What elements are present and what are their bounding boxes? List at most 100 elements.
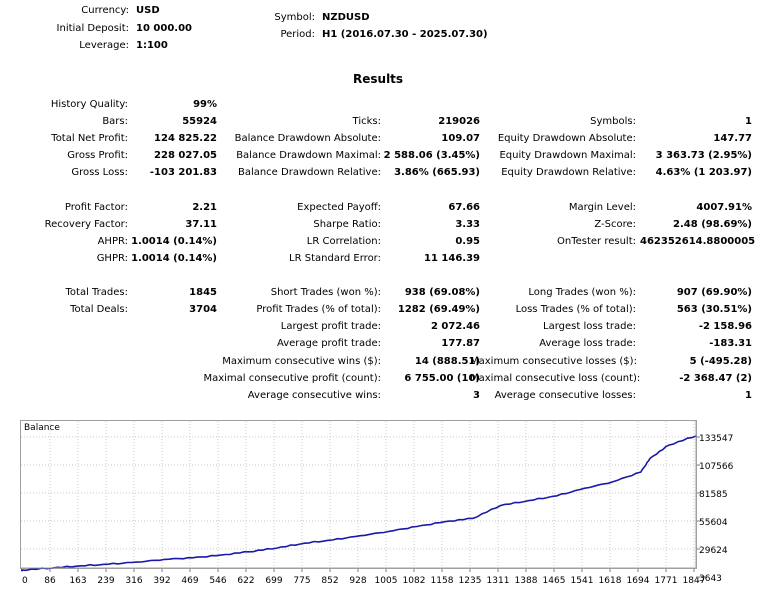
stat-value: 462352614.8800005	[640, 235, 756, 247]
stat-label: Symbols:	[590, 116, 636, 128]
stat-value: 124 825.22	[154, 133, 217, 145]
currency-value: USD	[136, 5, 160, 16]
x-tick-label: 163	[69, 576, 86, 586]
y-tick-label: 107566	[699, 462, 734, 472]
stat-label: Balance Drawdown Absolute:	[234, 133, 381, 145]
stat-label: Maximal consecutive loss (count):	[470, 372, 641, 384]
x-tick-label: 1388	[515, 576, 538, 586]
stat-label: Equity Drawdown Maximal:	[499, 150, 636, 162]
x-tick-label: 1618	[599, 576, 622, 586]
leverage-value: 1:100	[136, 40, 168, 51]
stat-label: Largest loss trade:	[543, 321, 636, 333]
stat-label: Short Trades (won %):	[270, 287, 381, 299]
stat-label: Z-Score:	[594, 218, 636, 230]
stat-value: 3.33	[455, 218, 480, 230]
balance-line	[20, 434, 698, 572]
stat-label: Loss Trades (% of total):	[515, 304, 636, 316]
stat-label: Gross Loss:	[71, 167, 128, 179]
stat-label: OnTester result:	[556, 235, 636, 247]
stat-label: Maximal consecutive profit (count):	[203, 372, 381, 384]
x-tick-label: 86	[44, 576, 56, 586]
stat-label: Maximum consecutive losses ($):	[470, 355, 637, 367]
currency-label: Currency:	[81, 5, 129, 16]
stat-value: 14 (888.51)	[414, 355, 480, 367]
stat-value: 37.11	[185, 218, 217, 230]
stat-label: Balance Drawdown Maximal:	[236, 150, 381, 162]
stat-value: 5 (-495.28)	[689, 355, 752, 367]
chart-title: Balance	[24, 423, 60, 433]
stat-label: Ticks:	[352, 116, 381, 128]
stat-label: Expected Payoff:	[297, 201, 381, 213]
stat-value: 6 755.00 (10)	[404, 372, 480, 384]
x-tick-label: 1311	[487, 576, 510, 586]
stat-value: 99%	[193, 99, 217, 110]
x-tick-label: 1158	[431, 576, 454, 586]
results-title: Results	[353, 72, 404, 86]
stat-value: 2 072.46	[430, 321, 480, 333]
stat-value: 3 363.73 (2.95%)	[655, 150, 752, 162]
stat-label: LR Standard Error:	[289, 252, 381, 264]
stat-value: 2 588.06 (3.45%)	[383, 150, 480, 162]
y-tick-label: 133547	[699, 434, 733, 444]
deposit-label: Initial Deposit:	[56, 23, 129, 34]
stat-value: 1	[745, 389, 752, 401]
stat-value: 563 (30.51%)	[676, 304, 752, 316]
stat-label: AHPR:	[97, 235, 128, 247]
stat-value: 11 146.39	[424, 252, 480, 264]
symbol-value: NZDUSD	[322, 12, 370, 23]
stat-value: 1282 (69.49%)	[397, 304, 480, 316]
x-tick-label: 0	[22, 576, 28, 586]
stat-label: Average consecutive wins:	[247, 389, 381, 401]
stat-value: 55924	[182, 116, 217, 128]
stat-value: 1845	[189, 287, 217, 299]
stat-label: LR Correlation:	[306, 235, 381, 247]
stat-value: 1	[745, 116, 752, 128]
stat-value: 3	[473, 389, 480, 401]
stat-value: 147.77	[713, 133, 752, 145]
x-tick-label: 622	[237, 576, 254, 586]
stat-value: -103 201.83	[149, 167, 217, 179]
y-tick-label: 3643	[699, 574, 722, 584]
stat-label: Average loss trade:	[539, 338, 636, 350]
stat-value: 177.87	[441, 338, 480, 350]
stat-value: 109.07	[441, 133, 480, 145]
stat-label: Total Net Profit:	[51, 133, 128, 145]
stat-label: Maximum consecutive wins ($):	[222, 355, 381, 367]
x-tick-label: 1005	[375, 576, 398, 586]
x-tick-label: 1235	[459, 576, 482, 586]
stat-label: Recovery Factor:	[44, 218, 128, 230]
x-tick-label: 469	[181, 576, 198, 586]
stat-label: Balance Drawdown Relative:	[237, 167, 381, 179]
stat-value: -2 158.96	[698, 321, 752, 333]
stat-value: 4007.91%	[696, 201, 752, 213]
x-tick-label: 1694	[627, 576, 650, 586]
x-tick-label: 1465	[543, 576, 566, 586]
stat-value: 2.48 (98.69%)	[673, 218, 752, 230]
stat-label: History Quality:	[50, 99, 128, 110]
stat-label: Profit Trades (% of total):	[256, 304, 381, 316]
stat-label: Long Trades (won %):	[528, 287, 636, 299]
x-tick-label: 928	[349, 576, 366, 586]
x-tick-label: 1541	[571, 576, 594, 586]
y-tick-label: 29624	[699, 546, 728, 556]
stat-label: GHPR:	[96, 252, 128, 264]
stat-label: Profit Factor:	[64, 201, 128, 213]
stat-value: 907 (69.90%)	[676, 287, 752, 299]
stat-value: 938 (69.08%)	[404, 287, 480, 299]
stat-label: Equity Drawdown Absolute:	[497, 133, 636, 145]
stat-label: Average profit trade:	[276, 338, 381, 350]
stat-value: 3704	[189, 304, 217, 316]
stat-value: -183.31	[709, 338, 752, 350]
stat-value: 2.21	[192, 201, 217, 213]
stat-value: 1.0014 (0.14%)	[131, 235, 217, 247]
stat-value: -2 368.47 (2)	[679, 372, 752, 384]
stat-label: Total Deals:	[70, 304, 128, 316]
period-value: H1 (2016.07.30 - 2025.07.30)	[322, 29, 488, 40]
x-tick-label: 1082	[403, 576, 426, 586]
y-tick-label: 55604	[699, 518, 728, 528]
stat-label: Sharpe Ratio:	[313, 218, 381, 230]
stat-label: Bars:	[102, 116, 128, 128]
x-tick-label: 852	[321, 576, 338, 586]
x-tick-label: 392	[153, 576, 170, 586]
